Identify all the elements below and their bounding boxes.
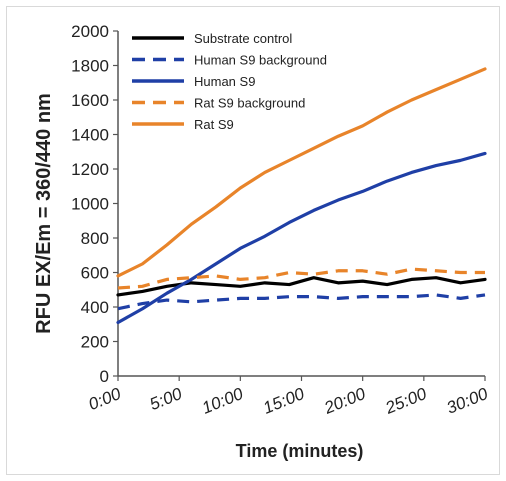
x-tick-label: 30:00 [444, 384, 491, 418]
y-tick-label: 0 [100, 367, 109, 386]
series-line-0 [116, 276, 487, 297]
legend: Substrate control Human S9 background Huma… [132, 31, 327, 132]
series-lines [116, 67, 487, 325]
x-tick-label: 25:00 [382, 384, 430, 418]
y-axis-ticks: 0 200 400 600 800 1000 1200 1400 1600 1800 2000 [71, 22, 118, 386]
series-line-4 [116, 67, 487, 278]
x-tick-label: 0:00 [86, 384, 124, 414]
x-axis-label: Time (minutes) [236, 441, 364, 461]
series-line-1 [117, 293, 486, 311]
legend-label: Rat S9 [194, 117, 234, 132]
y-tick-label: 800 [81, 229, 109, 248]
series-line-2 [116, 151, 487, 325]
y-tick-label: 200 [81, 333, 109, 352]
x-tick-label: 20:00 [321, 384, 369, 418]
y-tick-label: 400 [81, 298, 109, 317]
x-tick-label: 15:00 [260, 384, 307, 418]
legend-label: Human S9 [194, 74, 255, 89]
y-axis-label: RFU EX/Em = 360/440 nm [33, 93, 55, 334]
y-tick-label: 2000 [71, 22, 109, 41]
y-tick-label: 1800 [71, 57, 109, 76]
legend-label: Substrate control [194, 31, 292, 46]
x-tick-label: 5:00 [147, 384, 185, 414]
y-tick-label: 1400 [71, 126, 109, 145]
y-tick-label: 1000 [71, 195, 109, 214]
legend-label: Rat S9 background [194, 96, 305, 111]
y-tick-label: 1200 [71, 160, 109, 179]
y-tick-label: 600 [81, 264, 109, 283]
y-tick-label: 1600 [71, 91, 109, 110]
x-tick-label: 10:00 [199, 384, 246, 418]
legend-label: Human S9 background [194, 53, 327, 68]
x-axis-ticks: 0:00 5:00 10:00 15:00 20:00 25:00 30:00 [86, 376, 491, 418]
series-line-3 [117, 267, 485, 290]
